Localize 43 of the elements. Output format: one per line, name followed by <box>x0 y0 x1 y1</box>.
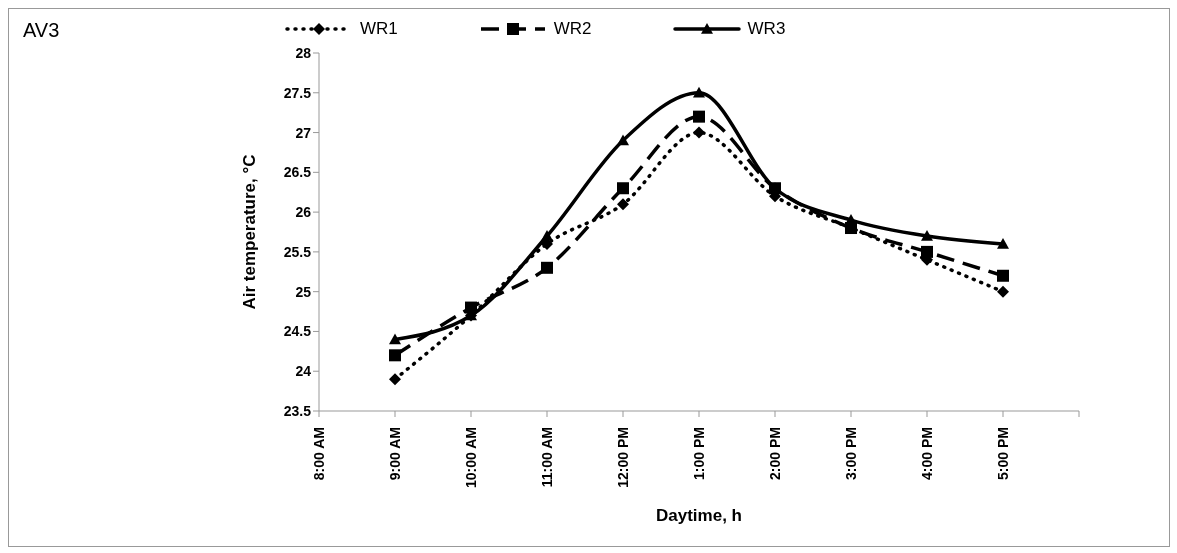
point <box>617 198 629 211</box>
point <box>693 110 705 123</box>
point <box>921 229 933 241</box>
point <box>693 126 705 139</box>
point <box>997 237 1009 249</box>
y-tick-label: 23.5 <box>283 402 312 419</box>
point <box>997 269 1009 282</box>
legend-label: WR1 <box>360 19 398 39</box>
x-tick-label: 10:00 AM <box>463 427 479 488</box>
point <box>389 333 401 345</box>
x-tick-label: 1:00 PM <box>691 427 707 480</box>
x-tick-label: 4:00 PM <box>919 427 935 480</box>
point <box>465 301 477 314</box>
y-tick-label: 24.5 <box>283 323 312 340</box>
point <box>541 261 553 274</box>
x-tick-label: 3:00 PM <box>843 427 859 480</box>
x-axis-title: Daytime, h <box>656 506 742 525</box>
y-tick-label: 24 <box>295 363 312 380</box>
y-tick-label: 27.5 <box>283 84 312 101</box>
x-tick-label: 5:00 PM <box>995 427 1011 480</box>
x-tick-label: 8:00 AM <box>311 427 327 481</box>
y-tick-label: 25.5 <box>283 243 312 260</box>
y-tick-label: 26 <box>295 204 312 221</box>
point <box>997 285 1009 298</box>
y-axis-title: Air temperature, °C <box>240 154 260 310</box>
point <box>617 134 629 146</box>
x-tick-label: 2:00 PM <box>767 427 783 480</box>
legend-label: WR3 <box>747 19 786 39</box>
point <box>389 349 401 362</box>
y-tick-label: 25 <box>295 283 312 300</box>
y-tick-label: 26.5 <box>283 164 312 181</box>
text: AV3 <box>23 19 60 42</box>
point <box>389 373 401 386</box>
x-tick-label: 9:00 AM <box>387 427 403 481</box>
point <box>617 182 629 195</box>
legend-label: WR2 <box>553 19 592 39</box>
y-tick-label: 27 <box>295 124 312 141</box>
point <box>921 245 933 258</box>
point <box>693 86 705 98</box>
y-tick-label: 28 <box>295 44 312 61</box>
point <box>541 229 553 241</box>
x-tick-label: 11:00 AM <box>539 427 555 488</box>
x-tick-label: 12:00 PM <box>615 427 631 488</box>
